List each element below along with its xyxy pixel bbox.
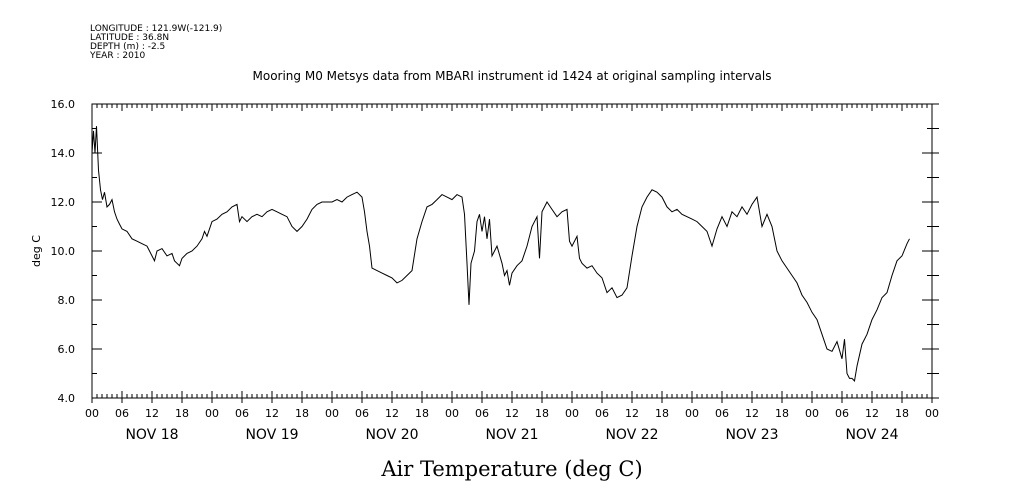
x-tick-label: 12 bbox=[505, 407, 519, 420]
x-tick-label: 18 bbox=[895, 407, 909, 420]
x-tick-label: 06 bbox=[715, 407, 729, 420]
day-label: NOV 24 bbox=[845, 427, 898, 443]
x-tick-label: 12 bbox=[385, 407, 399, 420]
x-tick-label: 12 bbox=[745, 407, 759, 420]
x-tick-label: 12 bbox=[865, 407, 879, 420]
y-tick-label: 10.0 bbox=[51, 245, 76, 258]
plot-frame bbox=[91, 103, 933, 399]
y-tick-label: 16.0 bbox=[51, 98, 76, 111]
depth-text: DEPTH (m) : -2.5 bbox=[90, 42, 165, 52]
day-label: NOV 22 bbox=[605, 427, 658, 443]
y-axis-label: deg C bbox=[30, 235, 43, 267]
y-tick-label: 6.0 bbox=[58, 343, 76, 356]
x-tick-label: 00 bbox=[325, 407, 339, 420]
y-tick-label: 12.0 bbox=[51, 196, 76, 209]
x-tick-label: 06 bbox=[595, 407, 609, 420]
x-tick-label: 18 bbox=[655, 407, 669, 420]
x-tick-label: 00 bbox=[805, 407, 819, 420]
x-tick-label: 12 bbox=[625, 407, 639, 420]
bottom-title: Air Temperature (deg C) bbox=[380, 457, 642, 481]
day-label: NOV 18 bbox=[125, 427, 178, 443]
x-tick-label: 18 bbox=[175, 407, 189, 420]
x-tick-label: 12 bbox=[265, 407, 279, 420]
y-tick-label: 14.0 bbox=[51, 147, 76, 160]
x-tick-label: 00 bbox=[565, 407, 579, 420]
x-tick-label: 00 bbox=[445, 407, 459, 420]
x-tick-label: 12 bbox=[145, 407, 159, 420]
x-tick-label: 18 bbox=[775, 407, 789, 420]
x-tick-label: 06 bbox=[475, 407, 489, 420]
labels-layer: 00 06 12 18 00 06 12 18 00 06 12 18 00 06 12 18 00 06 12 18… bbox=[51, 98, 940, 443]
x-tick-label: 18 bbox=[295, 407, 309, 420]
longitude-text: LONGITUDE : 121.9W(-121.9) bbox=[90, 24, 222, 34]
day-label: NOV 23 bbox=[725, 427, 778, 443]
x-tick-label: 06 bbox=[115, 407, 129, 420]
day-label: NOV 20 bbox=[365, 427, 418, 443]
x-tick-label: 06 bbox=[835, 407, 849, 420]
x-tick-label: 00 bbox=[205, 407, 219, 420]
x-tick-label: 00 bbox=[85, 407, 99, 420]
x-tick-label: 18 bbox=[415, 407, 429, 420]
y-tick-label: 8.0 bbox=[58, 294, 76, 307]
day-label: NOV 21 bbox=[485, 427, 538, 443]
series-line bbox=[91, 126, 910, 382]
x-tick-label: 06 bbox=[235, 407, 249, 420]
x-tick-label: 00 bbox=[925, 407, 939, 420]
x-tick-label: 00 bbox=[685, 407, 699, 420]
y-tick-label: 4.0 bbox=[58, 392, 76, 405]
x-tick-label: 18 bbox=[535, 407, 549, 420]
ticks-layer bbox=[91, 103, 939, 403]
latitude-text: LATITUDE : 36.8N bbox=[90, 33, 169, 43]
x-tick-label: 06 bbox=[355, 407, 369, 420]
chart-title: Mooring M0 Metsys data from MBARI instru… bbox=[253, 69, 772, 83]
day-label: NOV 19 bbox=[245, 427, 298, 443]
year-text: YEAR : 2010 bbox=[89, 51, 146, 61]
